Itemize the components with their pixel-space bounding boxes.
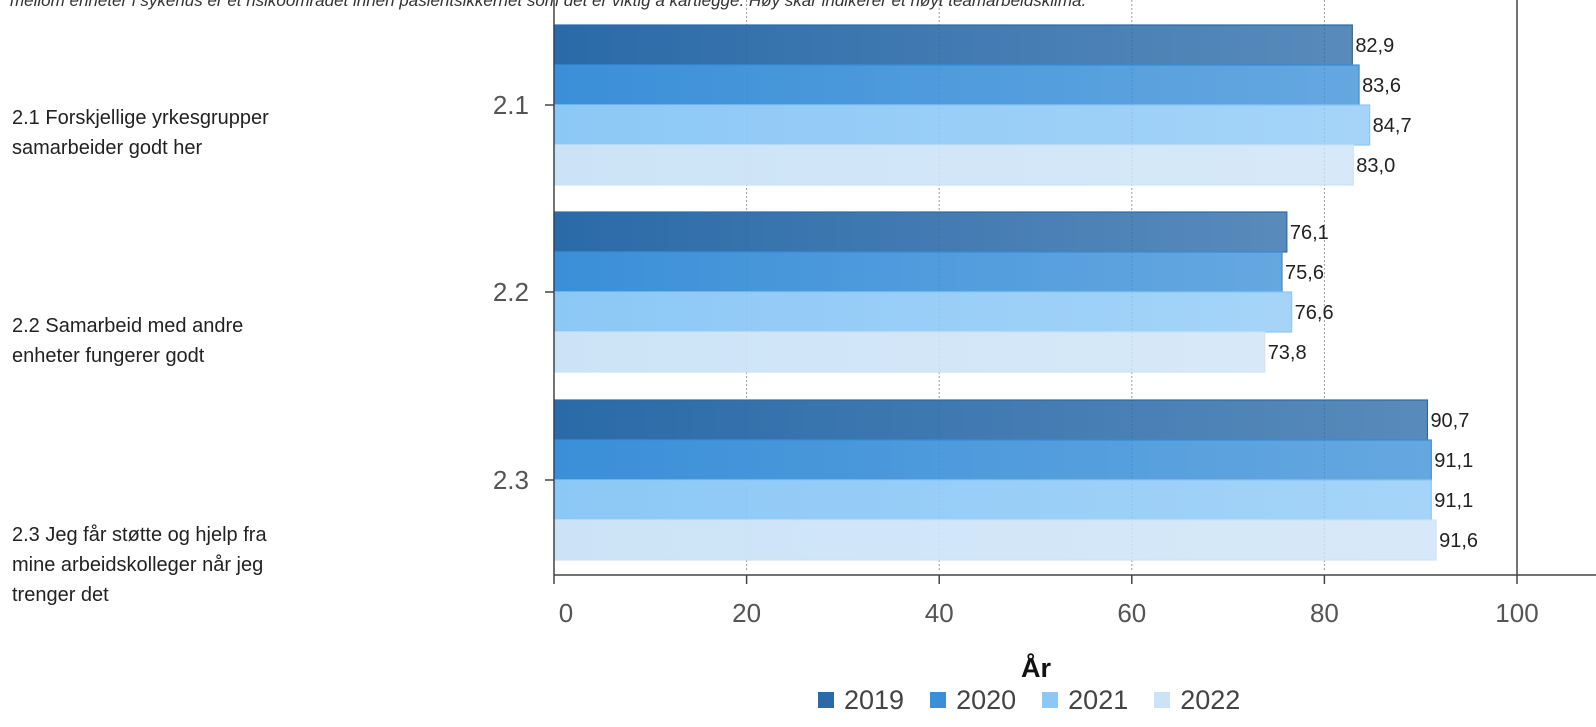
y-tick-label: 2.3 (493, 465, 529, 495)
legend-item-2022: 2022 (1154, 685, 1240, 716)
legend: 2019 2020 2021 2022 (818, 684, 1240, 716)
x-tick-label: 40 (925, 598, 954, 628)
legend-item-2021: 2021 (1042, 685, 1128, 716)
data-label: 83,6 (1362, 75, 1401, 97)
data-label: 84,7 (1373, 115, 1412, 137)
bar-2.1-2020 (553, 64, 1360, 106)
x-tick-label: 60 (1117, 598, 1146, 628)
question-label-line: trenger det (12, 584, 109, 606)
legend-item-2019: 2019 (818, 685, 904, 716)
legend-label: 2019 (844, 684, 905, 715)
bar-2.1-2022 (553, 144, 1354, 186)
y-tick-label: 2.2 (493, 277, 529, 307)
x-tick-label: 100 (1495, 598, 1538, 628)
legend-item-2020: 2020 (930, 685, 1016, 716)
bar-2.3-2019 (553, 399, 1429, 441)
data-label: 91,1 (1434, 450, 1473, 472)
bar-2.2-2021 (553, 291, 1293, 333)
question-label-3: 2.3 Jeg får støtte og hjelp fra mine arbe… (12, 520, 372, 610)
data-label: 76,6 (1295, 302, 1334, 324)
x-axis-title: År (1021, 652, 1051, 683)
question-label-line: 2.2 Samarbeid med andre (12, 315, 244, 337)
bar-2.2-2020 (553, 251, 1283, 293)
question-list: 2.1 Forskjellige yrkesgrupper samarbeider… (0, 0, 480, 727)
bar-2.1-2019 (553, 24, 1353, 66)
legend-swatch (930, 692, 947, 708)
bar-2.3-2021 (553, 479, 1432, 521)
x-tick-label: 80 (1310, 598, 1339, 628)
question-label-2: 2.2 Samarbeid med andre enheter fungerer … (12, 311, 372, 371)
data-label: 91,6 (1439, 530, 1478, 552)
x-tick-label: 20 (732, 598, 761, 628)
question-label-line: enheter fungerer godt (12, 345, 205, 367)
data-label: 83,0 (1356, 155, 1395, 177)
data-label: 91,1 (1434, 490, 1473, 512)
legend-label: 2022 (1180, 684, 1241, 715)
question-label-line: 2.1 Forskjellige yrkesgrupper (12, 107, 269, 129)
legend-swatch (818, 692, 834, 708)
data-label: 75,6 (1285, 262, 1324, 284)
data-label: 76,1 (1290, 222, 1329, 244)
question-label-line: 2.3 Jeg får støtte og hjelp fra (12, 524, 267, 546)
axes: 0 20 40 60 80 100 2.1 2.2 2.3 År (493, 0, 1596, 683)
bar-2.2-2019 (553, 211, 1288, 253)
legend-swatch (1042, 692, 1059, 708)
x-tick-label: 0 (559, 598, 573, 628)
question-label-line: mine arbeidskolleger når jeg (12, 554, 264, 576)
question-label-1: 2.1 Forskjellige yrkesgrupper samarbeider… (12, 103, 372, 163)
question-label-line: samarbeider godt her (12, 137, 203, 159)
data-label: 90,7 (1430, 410, 1469, 432)
bar-2.3-2020 (553, 439, 1432, 481)
bar-2.3-2022 (553, 519, 1437, 561)
bar-2.2-2022 (553, 331, 1266, 373)
intro-text: mellom enheter i sykehus er et risikoomr… (10, 0, 1087, 10)
legend-swatch (1154, 692, 1171, 708)
data-label: 82,9 (1355, 35, 1394, 57)
legend-label: 2020 (956, 684, 1017, 715)
data-label: 73,8 (1268, 342, 1307, 364)
y-tick-label: 2.1 (493, 90, 529, 120)
bar-2.1-2021 (553, 104, 1371, 146)
legend-label: 2021 (1068, 684, 1129, 715)
bars: 82,9 83,6 84,7 83,0 76,1 75,6 76,6 73,8 90,7 91,1… (553, 24, 1478, 561)
